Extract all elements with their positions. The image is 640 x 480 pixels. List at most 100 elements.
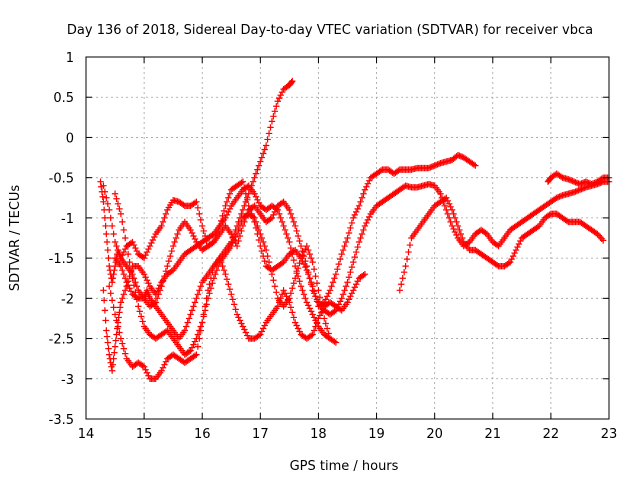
data-point bbox=[152, 299, 159, 306]
data-point bbox=[254, 166, 261, 173]
data-point bbox=[130, 241, 138, 249]
y-tick-label: -0.5 bbox=[49, 172, 74, 187]
data-point bbox=[143, 277, 151, 284]
data-point bbox=[345, 274, 353, 281]
data-point bbox=[226, 190, 234, 197]
data-point bbox=[316, 312, 324, 319]
data-point bbox=[142, 274, 149, 281]
data-point bbox=[106, 351, 113, 358]
data-point bbox=[148, 239, 155, 247]
data-point bbox=[278, 291, 286, 298]
data-point bbox=[109, 361, 117, 368]
x-tick-label: 19 bbox=[368, 427, 385, 442]
data-point bbox=[97, 178, 104, 185]
data-point bbox=[323, 325, 331, 332]
data-point bbox=[313, 296, 321, 303]
data-point bbox=[99, 193, 106, 200]
data-point bbox=[296, 237, 303, 245]
data-point bbox=[312, 273, 319, 280]
data-point bbox=[448, 222, 456, 230]
data-point bbox=[470, 161, 478, 168]
data-point bbox=[100, 287, 107, 294]
data-point bbox=[306, 250, 313, 258]
data-point bbox=[223, 276, 231, 283]
data-point bbox=[146, 242, 154, 250]
data-point bbox=[273, 103, 280, 110]
data-point bbox=[305, 246, 312, 254]
grid bbox=[86, 57, 609, 419]
data-point bbox=[161, 361, 168, 368]
data-point bbox=[225, 194, 232, 201]
data-point bbox=[347, 293, 354, 300]
data-point bbox=[278, 199, 286, 207]
data-point bbox=[261, 257, 268, 265]
data-point bbox=[265, 258, 273, 266]
data-point bbox=[204, 287, 212, 294]
data-point bbox=[244, 332, 251, 339]
data-point bbox=[190, 303, 197, 310]
data-point bbox=[169, 242, 177, 250]
data-point bbox=[361, 271, 369, 278]
y-tick-label: 1 bbox=[66, 51, 74, 66]
data-point bbox=[251, 190, 258, 197]
data-point bbox=[337, 255, 344, 263]
y-tick-label: -2 bbox=[61, 292, 74, 307]
series-track-4 bbox=[106, 254, 369, 382]
data-point bbox=[161, 273, 168, 280]
data-point bbox=[358, 194, 366, 201]
data-point bbox=[257, 242, 264, 250]
data-point bbox=[111, 262, 119, 270]
data-point bbox=[270, 211, 277, 219]
data-point bbox=[188, 229, 196, 237]
data-point bbox=[119, 295, 126, 302]
data-point bbox=[113, 195, 120, 202]
data-point bbox=[351, 211, 358, 219]
data-point bbox=[159, 218, 167, 226]
data-point bbox=[441, 202, 449, 210]
data-point bbox=[399, 275, 406, 282]
data-point bbox=[328, 283, 335, 290]
data-point bbox=[139, 318, 146, 325]
data-point bbox=[568, 177, 575, 184]
data-point bbox=[294, 325, 302, 332]
data-point bbox=[357, 198, 364, 205]
data-point bbox=[132, 244, 139, 252]
data-point bbox=[236, 317, 244, 324]
data-point bbox=[100, 297, 108, 304]
data-point bbox=[103, 230, 110, 238]
data-point bbox=[104, 200, 111, 208]
data-point bbox=[188, 344, 196, 351]
data-point bbox=[353, 208, 360, 216]
data-point bbox=[360, 190, 367, 197]
data-point bbox=[337, 298, 344, 305]
data-point bbox=[103, 194, 110, 201]
data-point bbox=[300, 291, 308, 298]
data-point bbox=[112, 337, 119, 344]
data-point bbox=[197, 283, 204, 290]
data-point bbox=[578, 180, 585, 187]
data-point bbox=[200, 227, 207, 235]
data-point bbox=[322, 296, 329, 303]
data-point bbox=[153, 295, 161, 302]
data-point bbox=[117, 262, 125, 270]
data-point bbox=[194, 204, 202, 212]
data-point bbox=[251, 218, 258, 226]
data-point bbox=[123, 279, 130, 286]
data-point bbox=[111, 190, 119, 197]
data-point bbox=[453, 218, 460, 226]
data-point bbox=[354, 278, 361, 285]
data-point bbox=[325, 290, 332, 297]
data-point bbox=[582, 178, 589, 185]
data-point bbox=[482, 229, 489, 237]
data-point bbox=[183, 323, 190, 330]
data-point bbox=[457, 153, 465, 160]
data-point bbox=[309, 258, 316, 266]
data-point bbox=[297, 242, 305, 250]
data-point bbox=[260, 325, 267, 332]
data-point bbox=[191, 235, 199, 243]
data-point bbox=[161, 214, 168, 222]
data-point bbox=[239, 222, 247, 230]
data-point bbox=[332, 307, 340, 314]
data-point bbox=[260, 150, 267, 157]
data-point bbox=[101, 307, 109, 314]
